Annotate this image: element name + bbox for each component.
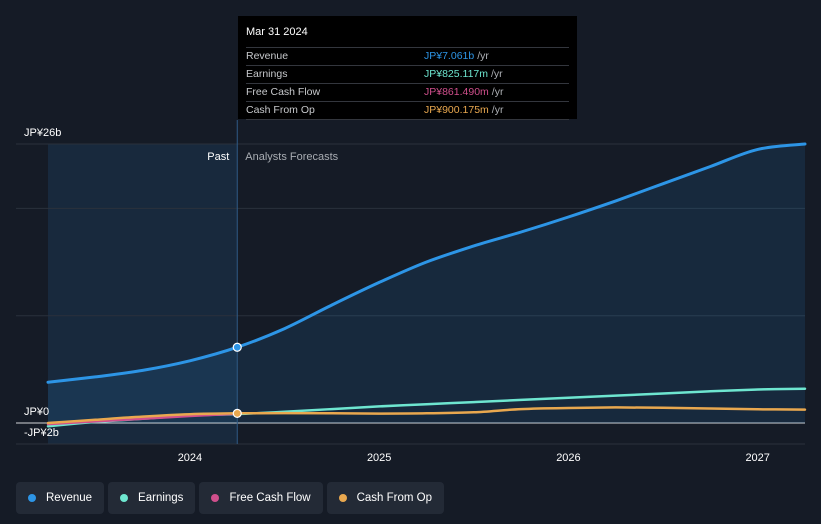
x-tick-label: 2024 <box>178 452 202 464</box>
revenue-line <box>46 142 807 384</box>
past-label: Past <box>207 151 229 163</box>
cash-from-op-marker <box>232 408 242 418</box>
tooltip-value: JP¥825.117m <box>424 68 489 80</box>
x-tick-label: 2025 <box>367 452 391 464</box>
earnings-dot-icon <box>120 494 129 502</box>
gridlines <box>16 143 805 445</box>
y-axis-labels: JP¥26b JP¥0 -JP¥2b <box>24 127 61 439</box>
tooltip-unit: /yr <box>491 104 504 116</box>
highlight-markers <box>232 342 242 418</box>
tooltip-unit: /yr <box>491 86 504 98</box>
series-lines <box>46 142 807 428</box>
tooltip-label: Revenue <box>246 50 289 62</box>
legend-label: Cash From Op <box>356 492 433 504</box>
x-tick-label: 2026 <box>556 452 580 464</box>
tooltip-row-cash-from-op: Cash From Op JP¥900.175m /yr <box>246 101 569 120</box>
tooltip-unit: /yr <box>491 68 503 80</box>
tooltip-label: Free Cash Flow <box>246 86 321 98</box>
legend-label: Free Cash Flow <box>229 492 311 504</box>
chart-legend: Revenue Earnings Free Cash Flow Cash Fro… <box>16 482 445 514</box>
free-cash-flow-line <box>46 412 239 426</box>
legend-item-revenue[interactable]: Revenue <box>16 482 105 514</box>
cash-from-op-dot-icon <box>338 494 347 502</box>
past-region <box>48 144 238 444</box>
tooltip-label: Cash From Op <box>246 104 315 116</box>
tooltip-row-free-cash-flow: Free Cash Flow JP¥861.490m /yr <box>246 83 569 101</box>
cash-from-op-line <box>46 406 807 425</box>
tooltip-row-earnings: Earnings JP¥825.117m /yr <box>246 65 569 83</box>
legend-label: Earnings <box>138 492 184 504</box>
forecast-label: Analysts Forecasts <box>245 151 338 163</box>
y-tick-label: JP¥0 <box>24 406 49 418</box>
revenue-dot-icon <box>28 494 36 502</box>
tooltip-value: JP¥7.061b <box>424 50 475 62</box>
legend-label: Revenue <box>46 492 93 504</box>
legend-item-free-cash-flow[interactable]: Free Cash Flow <box>199 482 323 514</box>
tooltip-date: Mar 31 2024 <box>246 26 308 38</box>
tooltip-row-revenue: Revenue JP¥7.061b /yr <box>246 47 569 65</box>
tooltip-value: JP¥900.175m <box>424 104 489 116</box>
data-tooltip: Mar 31 2024 Revenue JP¥7.061b /yr Earnin… <box>238 16 577 120</box>
tooltip-unit: /yr <box>477 50 489 62</box>
legend-item-cash-from-op[interactable]: Cash From Op <box>326 482 445 514</box>
free-cash-flow-dot-icon <box>211 494 220 502</box>
y-tick-label: -JP¥2b <box>24 427 59 439</box>
x-axis-labels: 2024 2025 2026 2027 <box>178 452 770 464</box>
y-tick-label: JP¥26b <box>24 127 61 139</box>
tooltip-label: Earnings <box>246 68 288 80</box>
revenue-marker <box>232 342 242 352</box>
x-tick-label: 2027 <box>745 452 769 464</box>
legend-item-earnings[interactable]: Earnings <box>108 482 196 514</box>
tooltip-value: JP¥861.490m <box>424 86 489 98</box>
